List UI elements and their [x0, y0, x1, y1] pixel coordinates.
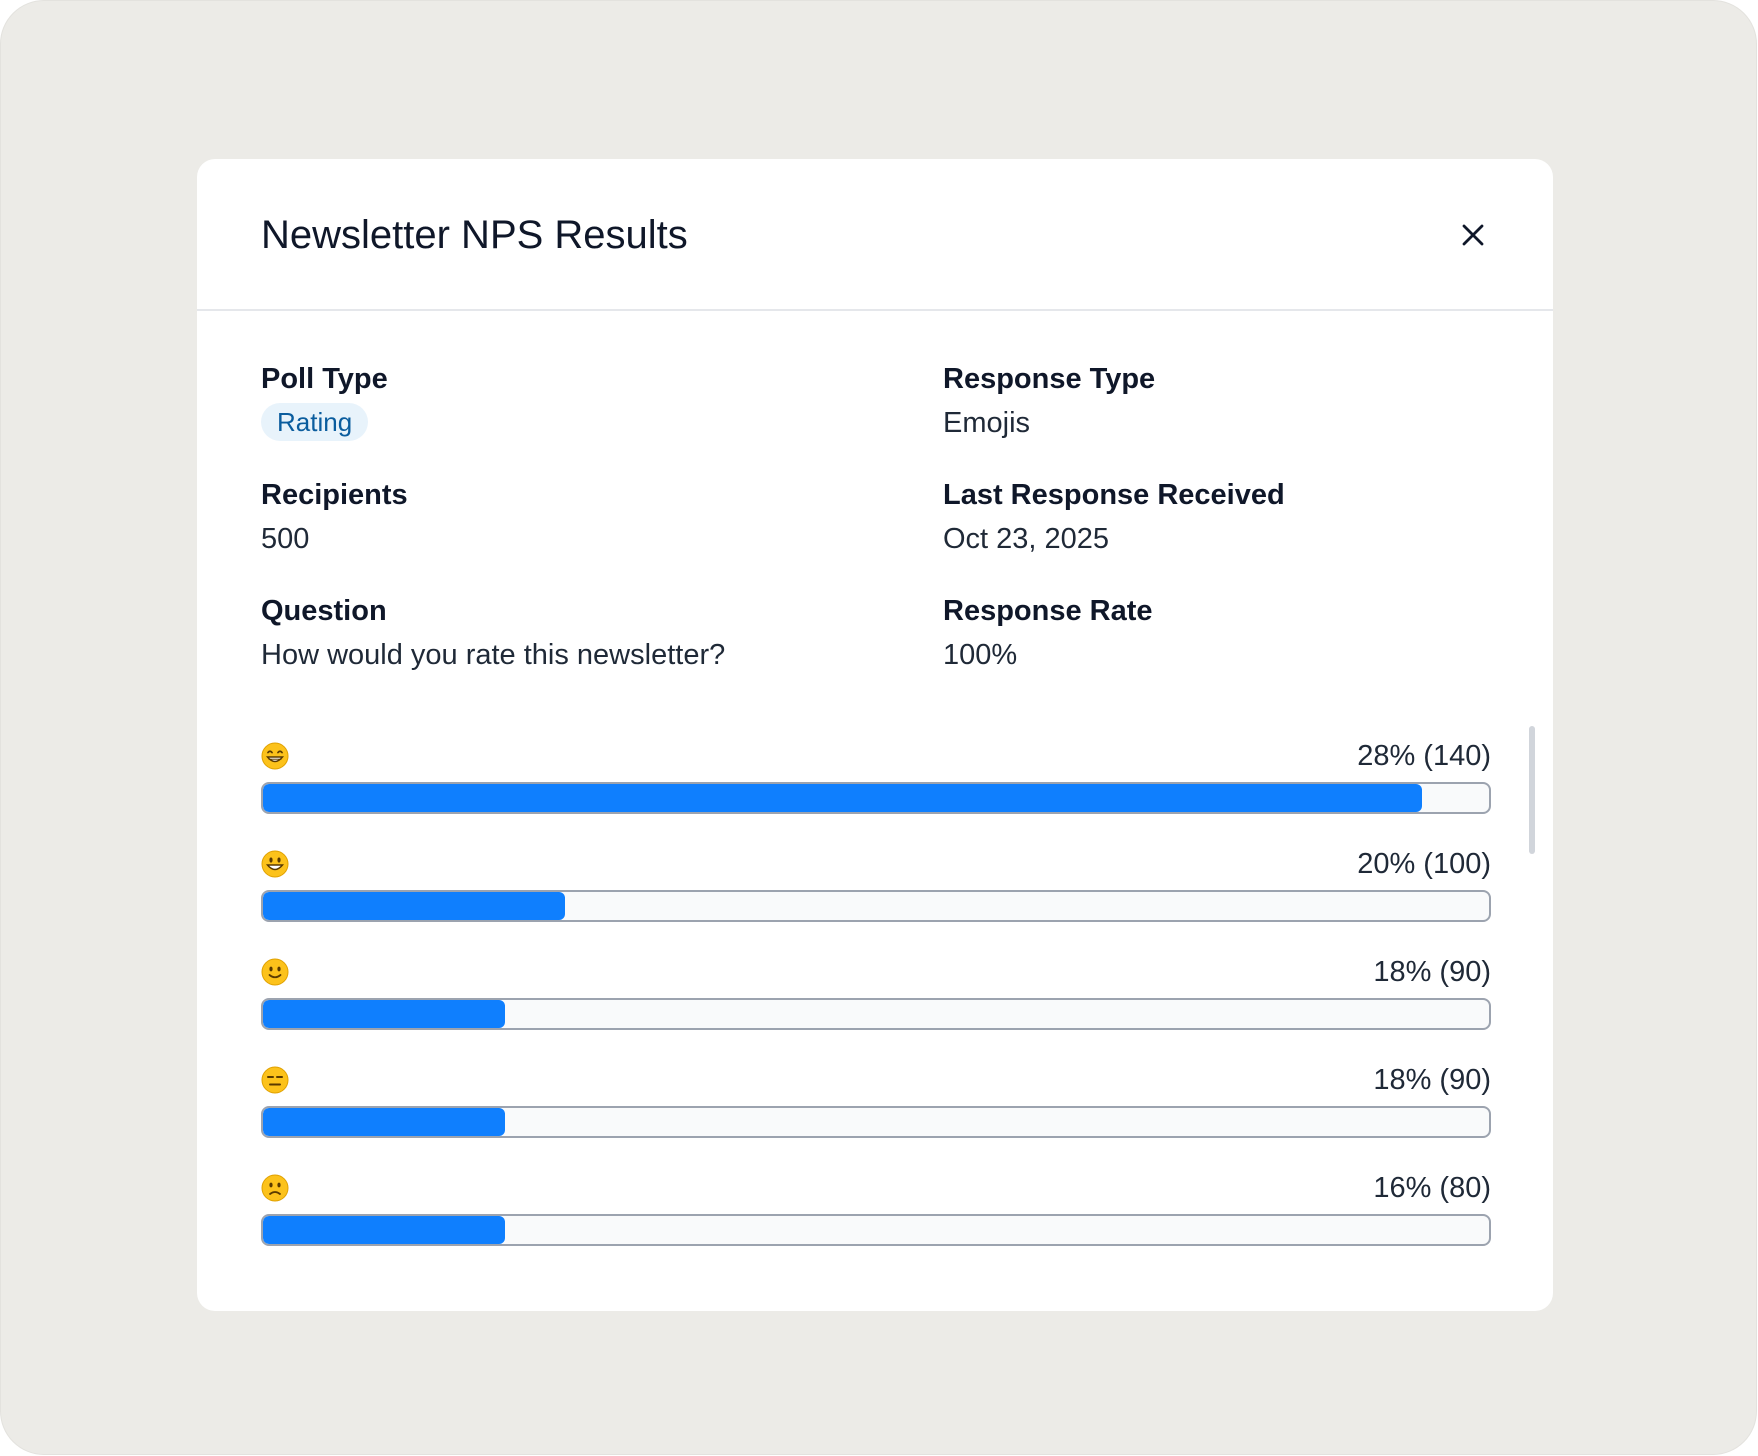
last-response-label: Last Response Received — [943, 479, 1285, 511]
result-bar-track — [261, 998, 1491, 1030]
recipients-value: 500 — [261, 523, 310, 555]
last-response-field: Last Response Received Oct 23, 2025 — [943, 477, 1285, 557]
result-row: 18% (90) — [261, 956, 1491, 1066]
result-bar-fill — [263, 892, 565, 920]
result-bar-fill — [263, 784, 1422, 812]
result-stat: 18% (90) — [1373, 956, 1491, 988]
modal-header: Newsletter NPS Results — [197, 159, 1553, 311]
result-row: 16% (80) — [261, 1172, 1491, 1282]
expressionless-emoji-icon — [261, 1066, 289, 1094]
result-bar-fill — [263, 1000, 505, 1028]
recipients-label: Recipients — [261, 479, 408, 511]
response-type-label: Response Type — [943, 363, 1156, 395]
result-bar-track — [261, 890, 1491, 922]
result-bar-track — [261, 1214, 1491, 1246]
result-row: 28% (140) — [261, 740, 1491, 850]
results-list: 28% (140) 20% (100) — [261, 740, 1491, 1282]
recipients-field: Recipients 500 — [261, 477, 408, 557]
last-response-value: Oct 23, 2025 — [943, 523, 1110, 555]
result-stat: 20% (100) — [1357, 848, 1491, 880]
result-stat: 28% (140) — [1357, 740, 1491, 772]
question-value: How would you rate this newsletter? — [261, 639, 726, 671]
result-bar-fill — [263, 1108, 505, 1136]
close-icon — [1462, 224, 1484, 246]
results-modal: Newsletter NPS Results Poll Type Rating … — [197, 159, 1553, 1311]
grinning-big-eyes-emoji-icon — [261, 850, 289, 878]
result-stat: 18% (90) — [1373, 1064, 1491, 1096]
modal-title: Newsletter NPS Results — [261, 213, 688, 257]
response-rate-field: Response Rate 100% — [943, 593, 1153, 673]
result-row: 18% (90) — [261, 1064, 1491, 1174]
response-type-value: Emojis — [943, 407, 1031, 439]
result-bar-track — [261, 1106, 1491, 1138]
question-field: Question How would you rate this newslet… — [261, 593, 725, 673]
poll-type-label: Poll Type — [261, 363, 388, 395]
result-bar-fill — [263, 1216, 505, 1244]
slightly-smiling-emoji-icon — [261, 958, 289, 986]
scrollbar-thumb[interactable] — [1529, 726, 1535, 854]
grinning-smiling-eyes-emoji-icon — [261, 742, 289, 770]
result-stat: 16% (80) — [1373, 1172, 1491, 1204]
result-bar-track — [261, 782, 1491, 814]
question-label: Question — [261, 595, 387, 627]
response-rate-label: Response Rate — [943, 595, 1153, 627]
close-button[interactable] — [1453, 215, 1493, 255]
slightly-frowning-emoji-icon — [261, 1174, 289, 1202]
response-rate-value: 100% — [943, 639, 1018, 671]
poll-type-badge: Rating — [261, 403, 369, 441]
result-row: 20% (100) — [261, 848, 1491, 958]
modal-body: Poll Type Rating Response Type Emojis Re… — [197, 311, 1553, 1311]
response-type-field: Response Type Emojis — [943, 361, 1155, 441]
poll-type-field: Poll Type Rating — [261, 361, 388, 441]
